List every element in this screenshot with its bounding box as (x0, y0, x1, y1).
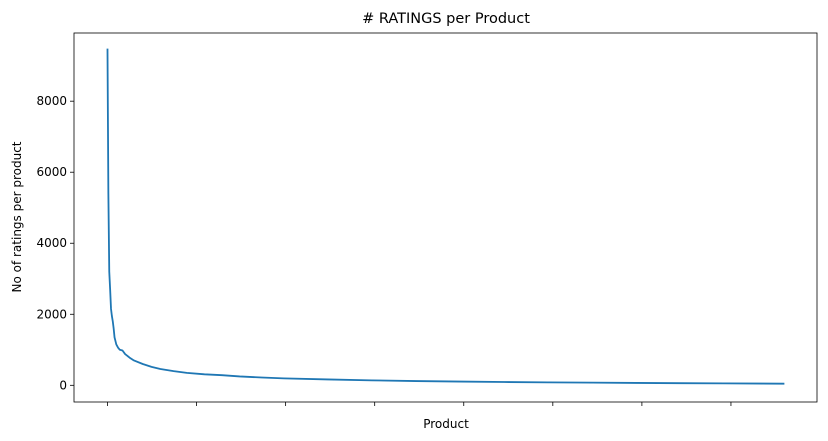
y-axis-ticks: 0 2000 4000 6000 8000 (36, 94, 74, 392)
y-axis-label: No of ratings per product (10, 141, 24, 292)
plot-area (73, 32, 818, 403)
y-tick-label: 6000 (36, 165, 67, 179)
series-line (106, 48, 785, 385)
y-tick-label: 8000 (36, 94, 67, 108)
y-tick-label: 4000 (36, 236, 67, 250)
x-axis-label: Product (423, 417, 469, 431)
y-tick-label: 0 (59, 378, 67, 392)
y-tick-label: 2000 (36, 307, 67, 321)
chart-title: # RATINGS per Product (362, 11, 530, 27)
x-axis-ticks (107, 402, 732, 406)
